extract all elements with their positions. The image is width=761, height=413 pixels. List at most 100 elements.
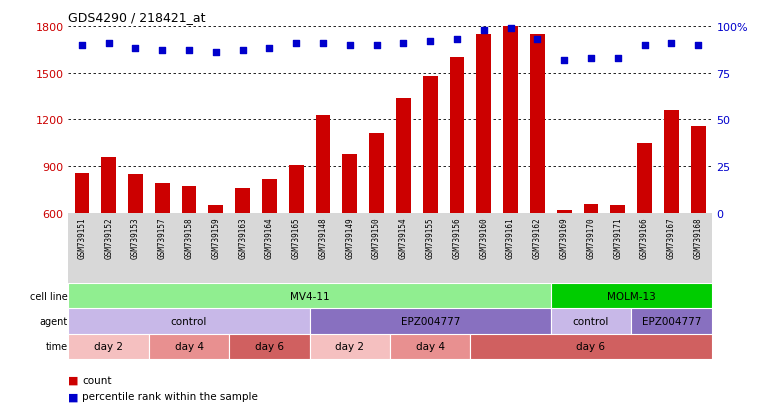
Point bbox=[397, 40, 409, 47]
Bar bbox=[396, 98, 411, 214]
Text: GSM739158: GSM739158 bbox=[185, 217, 193, 259]
Text: time: time bbox=[46, 342, 68, 351]
Bar bbox=[149, 334, 229, 359]
Text: GSM739151: GSM739151 bbox=[78, 217, 87, 259]
Bar bbox=[209, 206, 223, 214]
Bar bbox=[310, 309, 551, 334]
Bar bbox=[316, 116, 330, 214]
Text: day 4: day 4 bbox=[416, 342, 444, 351]
Bar bbox=[182, 186, 196, 214]
Bar bbox=[584, 204, 598, 214]
Text: EPZ004777: EPZ004777 bbox=[642, 316, 701, 326]
Bar bbox=[450, 58, 464, 214]
Text: GSM739161: GSM739161 bbox=[506, 217, 515, 259]
Point bbox=[290, 40, 302, 47]
Point bbox=[638, 42, 651, 49]
Text: GSM739154: GSM739154 bbox=[399, 217, 408, 259]
Point bbox=[558, 57, 570, 64]
Text: GSM739162: GSM739162 bbox=[533, 217, 542, 259]
Point bbox=[451, 37, 463, 43]
Text: GSM739159: GSM739159 bbox=[212, 217, 221, 259]
Bar bbox=[503, 27, 518, 214]
Text: GSM739153: GSM739153 bbox=[131, 217, 140, 259]
Text: control: control bbox=[573, 316, 609, 326]
Bar bbox=[530, 35, 545, 214]
Bar bbox=[68, 334, 149, 359]
Bar bbox=[68, 309, 310, 334]
Bar bbox=[68, 283, 551, 309]
Bar bbox=[476, 35, 491, 214]
Text: GSM739166: GSM739166 bbox=[640, 217, 649, 259]
Point bbox=[210, 50, 222, 56]
Bar bbox=[262, 179, 277, 214]
Text: GSM739168: GSM739168 bbox=[693, 217, 702, 259]
Bar bbox=[289, 165, 304, 214]
Text: GSM739167: GSM739167 bbox=[667, 217, 676, 259]
Point bbox=[424, 38, 436, 45]
Point bbox=[156, 48, 168, 55]
Text: GSM739152: GSM739152 bbox=[104, 217, 113, 259]
Bar bbox=[551, 283, 712, 309]
Point bbox=[344, 42, 356, 49]
Point bbox=[478, 27, 490, 34]
Bar bbox=[128, 175, 143, 214]
Text: control: control bbox=[171, 316, 207, 326]
Point bbox=[263, 46, 275, 52]
Text: MOLM-13: MOLM-13 bbox=[607, 291, 655, 301]
Text: GSM739170: GSM739170 bbox=[587, 217, 595, 259]
Text: GSM739169: GSM739169 bbox=[559, 217, 568, 259]
Bar bbox=[637, 143, 652, 214]
Point bbox=[692, 42, 704, 49]
Text: ■: ■ bbox=[68, 375, 82, 385]
Text: GSM739148: GSM739148 bbox=[319, 217, 327, 259]
Bar bbox=[631, 309, 712, 334]
Text: day 6: day 6 bbox=[255, 342, 284, 351]
Text: MV4-11: MV4-11 bbox=[290, 291, 330, 301]
Bar bbox=[664, 111, 679, 214]
Point bbox=[76, 42, 88, 49]
Bar bbox=[423, 76, 438, 214]
Text: count: count bbox=[82, 375, 112, 385]
Bar bbox=[470, 334, 712, 359]
Text: day 2: day 2 bbox=[336, 342, 365, 351]
Point bbox=[612, 55, 624, 62]
Bar bbox=[369, 134, 384, 214]
Text: GSM739165: GSM739165 bbox=[291, 217, 301, 259]
Text: GSM739150: GSM739150 bbox=[372, 217, 381, 259]
Bar bbox=[691, 126, 705, 214]
Point bbox=[183, 48, 195, 55]
Text: GSM739164: GSM739164 bbox=[265, 217, 274, 259]
Bar bbox=[75, 174, 89, 214]
Point bbox=[103, 40, 115, 47]
Bar bbox=[101, 157, 116, 214]
Bar bbox=[235, 188, 250, 214]
Text: GSM739157: GSM739157 bbox=[158, 217, 167, 259]
Text: cell line: cell line bbox=[30, 291, 68, 301]
Point bbox=[237, 48, 249, 55]
Bar bbox=[229, 334, 310, 359]
Text: GSM739155: GSM739155 bbox=[425, 217, 435, 259]
Text: percentile rank within the sample: percentile rank within the sample bbox=[82, 392, 258, 401]
Text: agent: agent bbox=[40, 316, 68, 326]
Point bbox=[129, 46, 142, 52]
Bar bbox=[155, 184, 170, 214]
Point bbox=[317, 40, 329, 47]
Bar bbox=[342, 155, 357, 214]
Bar bbox=[610, 206, 625, 214]
Point bbox=[665, 40, 677, 47]
Text: EPZ004777: EPZ004777 bbox=[400, 316, 460, 326]
Text: GDS4290 / 218421_at: GDS4290 / 218421_at bbox=[68, 11, 206, 24]
Bar bbox=[310, 334, 390, 359]
Point bbox=[371, 42, 383, 49]
Text: day 6: day 6 bbox=[577, 342, 606, 351]
Text: GSM739149: GSM739149 bbox=[345, 217, 355, 259]
Bar bbox=[390, 334, 470, 359]
Point bbox=[505, 26, 517, 32]
Point bbox=[585, 55, 597, 62]
Text: GSM739156: GSM739156 bbox=[453, 217, 461, 259]
Bar bbox=[557, 210, 572, 214]
Text: day 4: day 4 bbox=[174, 342, 203, 351]
Bar bbox=[551, 309, 631, 334]
Text: day 2: day 2 bbox=[94, 342, 123, 351]
Point bbox=[531, 37, 543, 43]
